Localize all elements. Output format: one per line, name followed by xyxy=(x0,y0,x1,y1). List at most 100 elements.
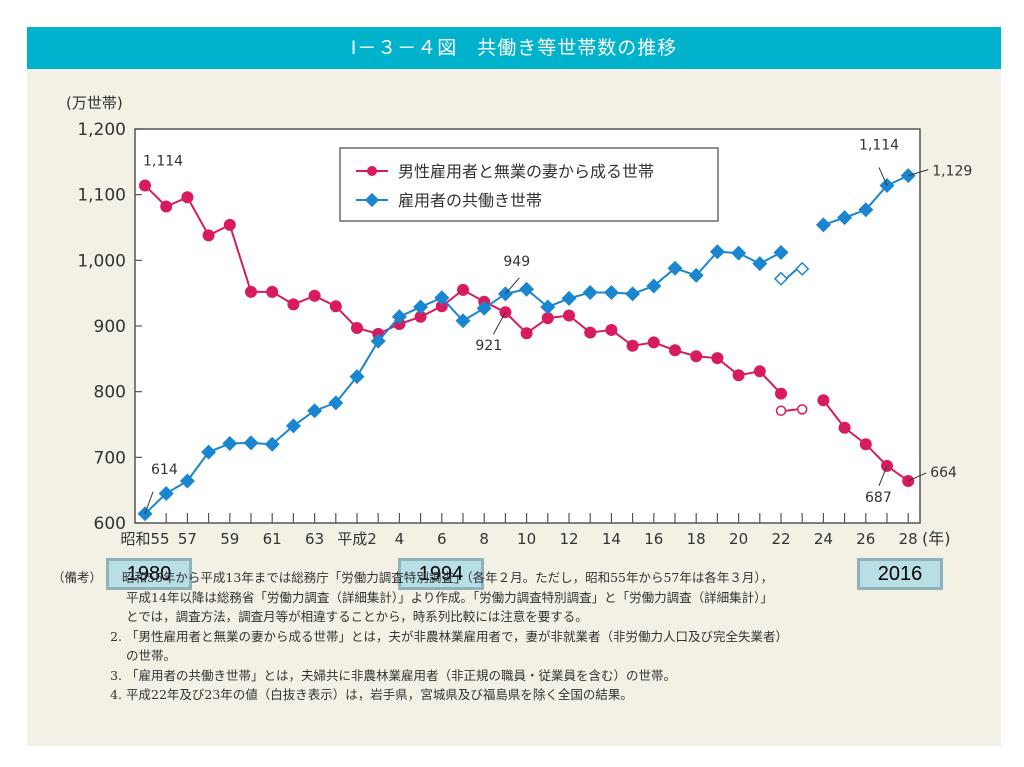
x-tick-label: 24 xyxy=(814,530,833,548)
data-point-diamond xyxy=(455,313,471,329)
data-label: 1,129 xyxy=(932,164,972,180)
annotation-leader xyxy=(907,472,927,482)
legend-marker-diamond-icon xyxy=(364,192,380,208)
data-point-circle xyxy=(245,285,257,298)
data-label: 921 xyxy=(475,338,502,354)
data-point-diamond xyxy=(243,435,259,451)
note-3-line-1: 「雇用者の共働き世帯」とは，夫婦共に非農林業雇用者（非正規の職員・従業員を含む）… xyxy=(126,667,677,683)
open-connector xyxy=(785,268,798,280)
data-point-diamond xyxy=(391,309,407,325)
y-tick-label: 900 xyxy=(94,317,126,337)
data-point-circle xyxy=(563,309,575,322)
data-point-diamond xyxy=(709,244,725,260)
note-3: 3. 「雇用者の共働き世帯」とは，夫婦共に非農林業雇用者（非正規の職員・従業員を… xyxy=(52,666,1002,686)
y-tick-label: 1,100 xyxy=(77,186,126,206)
annotation-leader xyxy=(492,311,506,335)
data-point-circle xyxy=(838,421,851,434)
data-point-diamond xyxy=(667,260,683,276)
x-tick-label: 16 xyxy=(644,530,663,548)
data-point-circle xyxy=(732,369,745,382)
x-tick-label: 4 xyxy=(395,530,405,548)
data-point-circle xyxy=(541,312,554,325)
data-point-diamond xyxy=(476,300,492,316)
data-label: 1,114 xyxy=(143,153,183,169)
data-label: 1,114 xyxy=(859,137,899,153)
data-label: 664 xyxy=(930,465,957,481)
data-point-circle xyxy=(414,310,427,323)
y-tick-label: 1,000 xyxy=(77,251,126,271)
open-connector xyxy=(785,408,798,412)
legend-marker-circle-icon xyxy=(367,166,377,176)
data-point-circle-open xyxy=(775,405,787,416)
note-2-line-1: 「男性雇用者と無業の妻から成る世帯」とは，夫が非農林業雇用者で，妻が非就業者（非… xyxy=(126,628,789,644)
data-point-diamond xyxy=(646,278,662,294)
data-point-circle xyxy=(223,218,236,231)
data-point-circle xyxy=(647,336,660,349)
x-tick-label: 6 xyxy=(437,530,447,548)
x-tick-label: 57 xyxy=(178,530,197,548)
data-point-circle xyxy=(817,394,830,407)
data-point-diamond xyxy=(179,473,195,489)
data-point-circle xyxy=(457,283,469,296)
x-tick-label: 14 xyxy=(602,530,621,548)
data-point-circle xyxy=(775,387,787,400)
data-point-diamond xyxy=(773,244,789,260)
note-4-line-1: 平成22年及び23年の値（白抜き表示）は，岩手県，宮城県及び福島県を除く全国の結… xyxy=(126,687,633,702)
data-point-circle xyxy=(690,350,703,363)
note-4-number: 4. xyxy=(110,687,122,702)
data-point-circle xyxy=(266,285,279,298)
data-point-diamond-open xyxy=(795,261,810,276)
note-2: 2. 「男性雇用者と無業の妻から成る世帯」とは，夫が非農林業雇用者で，妻が非就業… xyxy=(52,627,1002,647)
y-tick-label: 600 xyxy=(94,514,126,534)
note-1: （備考） 昭和55年から平成13年までは総務庁「労働力調査特別調査」（各年２月。… xyxy=(52,568,1002,588)
year-badge-1980: 1980 xyxy=(106,558,192,590)
data-point-diamond xyxy=(858,202,874,218)
x-tick-label: 63 xyxy=(305,530,324,548)
legend-label-dual-income: 雇用者の共働き世帯 xyxy=(398,191,542,210)
data-point-circle xyxy=(160,200,173,213)
data-label: 687 xyxy=(865,490,892,506)
x-tick-label: 10 xyxy=(517,530,536,548)
data-point-circle xyxy=(308,289,321,302)
data-point-circle xyxy=(859,438,872,451)
data-point-diamond xyxy=(413,299,429,315)
annotation-leader xyxy=(144,491,154,514)
x-tick-label: 26 xyxy=(856,530,875,548)
note-1-line-3: とでは，調査方法，調査月等が相違することから，時系列比較には注意を要する。 xyxy=(126,609,588,624)
data-point-circle xyxy=(139,179,151,192)
x-tick-label: 59 xyxy=(220,530,239,548)
y-tick-label: 800 xyxy=(94,383,126,403)
figure-title: Ⅰ－３－４図 共働き等世帯数の推移 xyxy=(27,27,1001,69)
data-point-diamond xyxy=(158,485,174,501)
data-point-diamond xyxy=(625,286,641,302)
y-axis-unit-label: (万世帯) xyxy=(66,94,123,112)
data-point-diamond xyxy=(561,290,577,306)
note-3-number: 3. xyxy=(110,667,122,683)
annotation-leader xyxy=(505,277,520,295)
data-point-circle xyxy=(584,326,597,339)
x-tick-label: 22 xyxy=(771,530,790,548)
note-2-line-2: の世帯。 xyxy=(126,648,177,663)
year-badge-1994: 1994 xyxy=(398,558,484,590)
data-point-diamond xyxy=(370,333,386,349)
data-point-circle xyxy=(711,352,724,365)
data-point-diamond xyxy=(222,436,238,452)
data-point-circle xyxy=(202,229,215,242)
y-tick-label: 1,200 xyxy=(77,120,126,140)
data-point-diamond xyxy=(688,267,704,283)
data-label: 614 xyxy=(151,462,178,478)
annotation-leader xyxy=(878,167,888,186)
data-point-circle xyxy=(520,327,533,340)
note-1-line-1: 昭和55年から平成13年までは総務庁「労働力調査特別調査」（各年２月。ただし，昭… xyxy=(122,570,774,585)
notes: （備考） 昭和55年から平成13年までは総務庁「労働力調査特別調査」（各年２月。… xyxy=(52,568,1002,705)
notes-heading: （備考） xyxy=(52,570,103,585)
data-point-circle xyxy=(669,344,681,357)
x-tick-label: 18 xyxy=(687,530,706,548)
legend-label-male-earner: 男性雇用者と無業の妻から成る世帯 xyxy=(398,162,654,181)
x-tick-label: 8 xyxy=(479,530,489,548)
legend: 男性雇用者と無業の妻から成る世帯 雇用者の共働き世帯 xyxy=(339,147,719,222)
data-point-diamond-open xyxy=(773,271,789,286)
data-point-diamond xyxy=(434,290,450,306)
year-badge-2016: 2016 xyxy=(857,558,943,590)
